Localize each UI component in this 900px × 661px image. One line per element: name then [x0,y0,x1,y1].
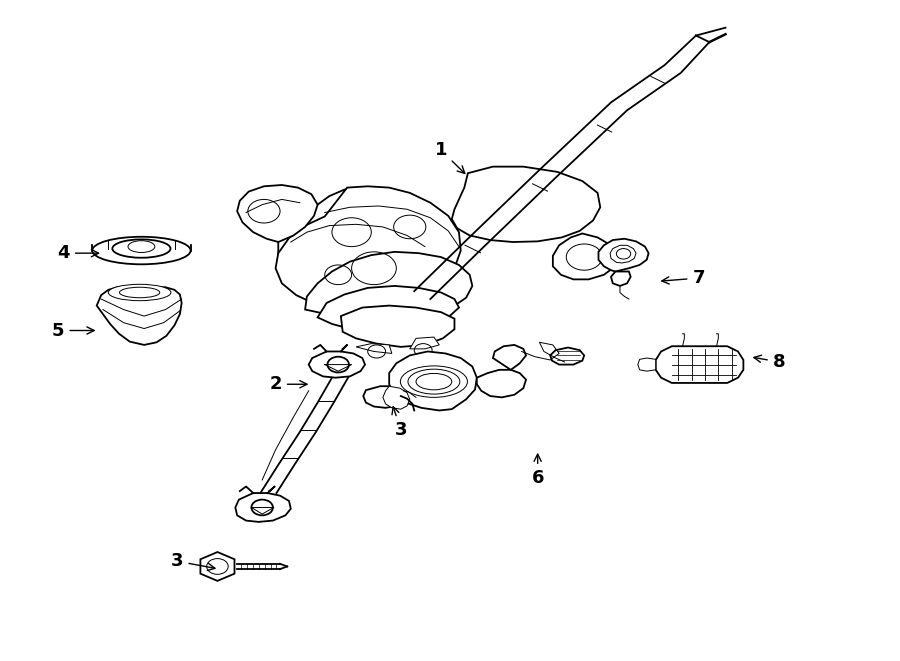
Text: 1: 1 [435,141,464,173]
Polygon shape [341,305,454,347]
Polygon shape [201,552,235,581]
Polygon shape [656,346,743,383]
Text: 3: 3 [392,407,407,439]
Polygon shape [638,358,656,371]
Text: 7: 7 [662,269,705,287]
Ellipse shape [128,241,155,253]
Polygon shape [364,386,405,408]
Polygon shape [410,337,439,349]
Text: 6: 6 [531,454,544,487]
Polygon shape [96,288,182,345]
Text: 4: 4 [58,244,99,262]
Text: 3: 3 [171,552,215,570]
Ellipse shape [92,237,191,264]
Polygon shape [477,369,526,397]
Polygon shape [305,252,472,321]
Polygon shape [382,386,410,409]
Text: 8: 8 [754,353,786,371]
Polygon shape [610,245,636,263]
Polygon shape [235,493,291,522]
Polygon shape [493,345,526,369]
Polygon shape [550,348,584,365]
Polygon shape [611,272,631,286]
Polygon shape [309,352,365,377]
Polygon shape [275,186,461,309]
Polygon shape [452,167,600,242]
Polygon shape [318,286,459,332]
Ellipse shape [112,239,170,258]
Ellipse shape [120,288,160,297]
Polygon shape [598,239,649,272]
Polygon shape [389,352,477,410]
Ellipse shape [108,284,171,301]
Polygon shape [356,344,392,354]
Text: 2: 2 [269,375,307,393]
Text: 5: 5 [52,321,94,340]
Polygon shape [237,185,318,242]
Polygon shape [553,233,618,280]
Polygon shape [278,188,436,285]
